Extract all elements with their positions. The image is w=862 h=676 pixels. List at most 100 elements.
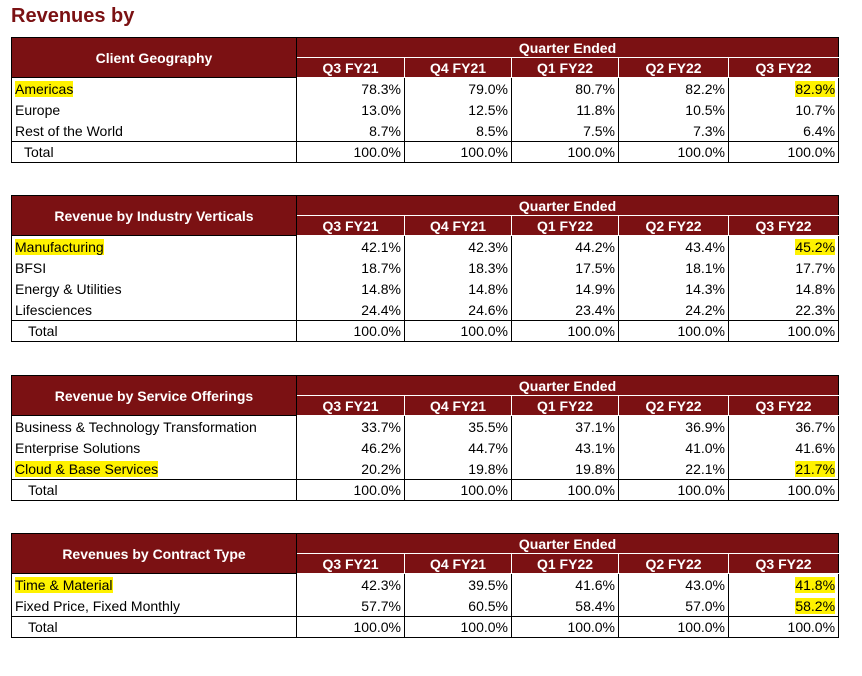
cell-value: 24.6% — [404, 299, 512, 321]
total-label: Total — [11, 616, 297, 638]
row-label: Americas — [11, 77, 297, 99]
column-header: Q1 FY22 — [511, 57, 619, 78]
industry-verticals-table: Revenue by Industry Verticals Quarter En… — [11, 195, 840, 342]
table-title: Revenue by Industry Verticals — [11, 195, 297, 236]
cell-value: 22.3% — [728, 299, 840, 321]
cell-value: 36.7% — [728, 415, 840, 437]
table-row: Business & Technology Transformation 33.… — [11, 415, 840, 437]
total-value: 100.0% — [618, 141, 729, 163]
cell-value: 14.8% — [728, 278, 840, 299]
highlighted-label: Cloud & Base Services — [15, 460, 159, 477]
client-geography-table: Client Geography Quarter Ended Q3 FY21 Q… — [11, 37, 840, 163]
total-row: Total 100.0% 100.0% 100.0% 100.0% 100.0% — [11, 616, 840, 638]
column-header: Q3 FY22 — [727, 215, 840, 236]
column-header: Q4 FY21 — [404, 57, 512, 78]
table-row: Europe 13.0% 12.5% 11.8% 10.5% 10.7% — [11, 99, 840, 120]
cell-value: 7.5% — [511, 120, 619, 142]
cell-value: 21.7% — [728, 458, 840, 480]
column-header: Q3 FY21 — [296, 553, 405, 574]
cell-value: 43.4% — [618, 235, 729, 257]
cell-value: 58.2% — [728, 595, 840, 617]
column-header: Q1 FY22 — [511, 395, 619, 416]
cell-value: 79.0% — [404, 77, 512, 99]
total-value: 100.0% — [618, 479, 729, 501]
highlighted-value: 45.2% — [795, 238, 836, 255]
cell-value: 14.8% — [296, 278, 405, 299]
cell-value: 19.8% — [404, 458, 512, 480]
cell-value: 14.9% — [511, 278, 619, 299]
cell-value: 42.3% — [296, 573, 405, 595]
column-header: Q3 FY22 — [727, 395, 840, 416]
highlighted-value: 41.8% — [795, 576, 836, 593]
total-value: 100.0% — [618, 616, 729, 638]
row-label: Enterprise Solutions — [11, 437, 297, 458]
row-label: Energy & Utilities — [11, 278, 297, 299]
table-row: BFSI 18.7% 18.3% 17.5% 18.1% 17.7% — [11, 257, 840, 278]
cell-value: 39.5% — [404, 573, 512, 595]
highlighted-label: Time & Material — [15, 576, 113, 593]
cell-value: 8.5% — [404, 120, 512, 142]
total-value: 100.0% — [728, 141, 840, 163]
total-value: 100.0% — [511, 320, 619, 342]
total-value: 100.0% — [404, 479, 512, 501]
total-value: 100.0% — [404, 141, 512, 163]
cell-value: 18.7% — [296, 257, 405, 278]
cell-value: 82.2% — [618, 77, 729, 99]
cell-value: 44.2% — [511, 235, 619, 257]
cell-value: 42.3% — [404, 235, 512, 257]
cell-value: 44.7% — [404, 437, 512, 458]
total-row: Total 100.0% 100.0% 100.0% 100.0% 100.0% — [11, 141, 840, 163]
row-label: Lifesciences — [11, 299, 297, 321]
table-row: Energy & Utilities 14.8% 14.8% 14.9% 14.… — [11, 278, 840, 299]
total-row: Total 100.0% 100.0% 100.0% 100.0% 100.0% — [11, 479, 840, 501]
cell-value: 36.9% — [618, 415, 729, 437]
cell-value: 80.7% — [511, 77, 619, 99]
total-label: Total — [11, 320, 297, 342]
table-row: Manufacturing 42.1% 42.3% 44.2% 43.4% 45… — [11, 235, 840, 257]
table-row: Fixed Price, Fixed Monthly 57.7% 60.5% 5… — [11, 595, 840, 617]
quarter-ended-header: Quarter Ended — [295, 375, 840, 396]
cell-value: 6.4% — [728, 120, 840, 142]
cell-value: 46.2% — [296, 437, 405, 458]
cell-value: 43.1% — [511, 437, 619, 458]
column-header: Q3 FY21 — [296, 395, 405, 416]
column-header: Q3 FY21 — [296, 215, 405, 236]
cell-value: 20.2% — [296, 458, 405, 480]
column-header: Q3 FY21 — [296, 57, 405, 78]
table-title: Revenue by Service Offerings — [11, 375, 297, 416]
total-value: 100.0% — [511, 616, 619, 638]
row-label: Cloud & Base Services — [11, 458, 297, 480]
table-title: Revenues by Contract Type — [11, 533, 297, 574]
table-row: Cloud & Base Services 20.2% 19.8% 19.8% … — [11, 458, 840, 480]
cell-value: 22.1% — [618, 458, 729, 480]
column-header: Q3 FY22 — [727, 553, 840, 574]
table-row: Americas 78.3% 79.0% 80.7% 82.2% 82.9% — [11, 77, 840, 99]
total-value: 100.0% — [618, 320, 729, 342]
column-header: Q2 FY22 — [618, 395, 729, 416]
total-value: 100.0% — [728, 616, 840, 638]
row-label: Manufacturing — [11, 235, 297, 257]
cell-value: 57.7% — [296, 595, 405, 617]
total-value: 100.0% — [404, 320, 512, 342]
cell-value: 17.5% — [511, 257, 619, 278]
contract-type-table: Revenues by Contract Type Quarter Ended … — [11, 533, 840, 638]
cell-value: 24.2% — [618, 299, 729, 321]
highlighted-label: Americas — [15, 80, 74, 97]
cell-value: 35.5% — [404, 415, 512, 437]
cell-value: 33.7% — [296, 415, 405, 437]
total-value: 100.0% — [511, 479, 619, 501]
cell-value: 78.3% — [296, 77, 405, 99]
total-value: 100.0% — [296, 141, 405, 163]
cell-value: 7.3% — [618, 120, 729, 142]
cell-value: 82.9% — [728, 77, 840, 99]
quarter-ended-header: Quarter Ended — [295, 533, 840, 554]
page-title: Revenues by — [11, 5, 135, 27]
cell-value: 14.8% — [404, 278, 512, 299]
column-header: Q4 FY21 — [404, 395, 512, 416]
quarter-ended-header: Quarter Ended — [295, 195, 840, 216]
total-label: Total — [11, 141, 297, 163]
row-label: Rest of the World — [11, 120, 297, 142]
row-label: BFSI — [11, 257, 297, 278]
table-row: Lifesciences 24.4% 24.6% 23.4% 24.2% 22.… — [11, 299, 840, 321]
total-value: 100.0% — [728, 320, 840, 342]
